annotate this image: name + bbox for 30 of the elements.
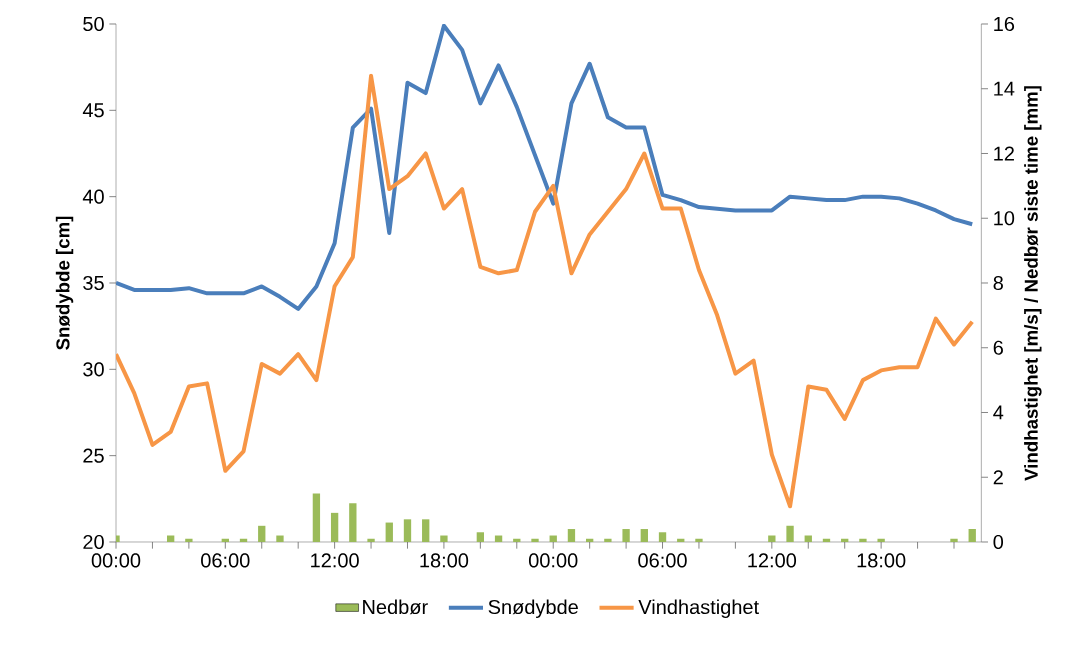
legend-label: Vindhastighet <box>638 599 759 619</box>
y2-axis-title: Vindhastighet [m/s] / Nedbør siste time [mm] <box>1024 86 1042 481</box>
x-tick-label: 06:00 <box>201 553 250 568</box>
y-tick-label: 25 <box>83 448 104 463</box>
x-tick-label: 18:00 <box>420 553 469 568</box>
y-tick-label: 50 <box>83 16 104 32</box>
y2-tick-label: 0 <box>993 534 1004 550</box>
y2-tick-label: 16 <box>994 16 1015 32</box>
y-tick-label: 20 <box>83 534 104 550</box>
y-tick-label: 30 <box>83 362 104 377</box>
y-axis-title: Snødybde [cm] <box>55 216 74 350</box>
y-tick-label: 40 <box>82 189 104 204</box>
x-tick-label: 00:00 <box>91 553 141 568</box>
x-tick-label: 00:00 <box>528 553 578 568</box>
y2-tick-label: 10 <box>994 211 1015 226</box>
y2-tick-label: 12 <box>994 146 1014 161</box>
line-series <box>116 73 975 509</box>
y2-tick-label: 4 <box>993 405 1004 420</box>
y2-tick-label: 14 <box>994 81 1015 96</box>
x-tick-label: 12:00 <box>311 553 359 568</box>
x-tick-label: 18:00 <box>857 553 906 568</box>
y2-tick-label: 8 <box>993 275 1003 291</box>
y2-tick-label: 6 <box>993 340 1003 355</box>
legend-label: Snødybde <box>488 599 578 619</box>
x-tick-label: 12:00 <box>748 553 797 568</box>
y-tick-label: 45 <box>82 103 104 118</box>
x-tick-label: 06:00 <box>638 553 687 568</box>
y-tick-label: 35 <box>83 275 104 291</box>
y2-tick-label: 2 <box>993 470 1003 485</box>
legend-label: Nedbør <box>363 599 428 615</box>
